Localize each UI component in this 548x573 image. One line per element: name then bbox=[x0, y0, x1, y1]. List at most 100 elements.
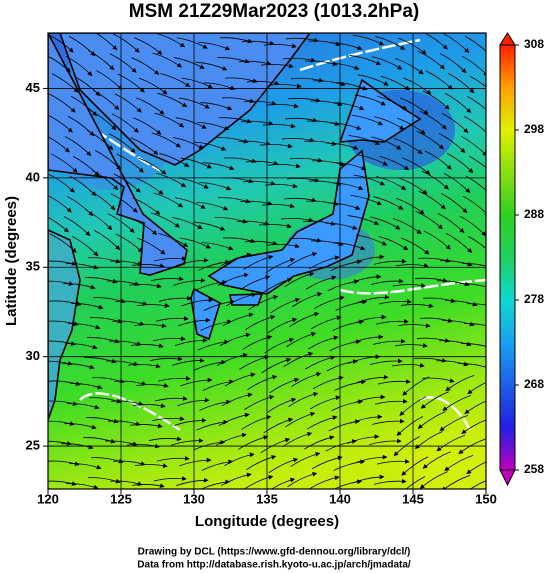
streamline bbox=[284, 271, 315, 288]
streamline bbox=[420, 391, 449, 409]
streamline bbox=[108, 133, 136, 153]
streamline bbox=[305, 60, 338, 66]
streamline bbox=[312, 160, 345, 167]
streamline bbox=[403, 77, 432, 95]
streamline bbox=[458, 363, 486, 370]
streamline bbox=[306, 415, 338, 430]
streamline bbox=[266, 397, 297, 414]
x-tick-label: 120 bbox=[37, 491, 59, 506]
streamline bbox=[241, 120, 274, 126]
streamline bbox=[305, 355, 336, 370]
streamline bbox=[179, 457, 212, 467]
streamline bbox=[353, 174, 385, 186]
streamline bbox=[239, 60, 272, 66]
streamline bbox=[221, 392, 253, 407]
streamline bbox=[462, 263, 486, 267]
streamline bbox=[176, 477, 209, 487]
streamline bbox=[110, 480, 143, 486]
streamline bbox=[281, 137, 315, 143]
streamline bbox=[463, 195, 486, 217]
streamline bbox=[153, 256, 187, 262]
streamline bbox=[418, 190, 446, 210]
x-tick-label: 130 bbox=[183, 491, 205, 506]
streamline bbox=[129, 423, 163, 429]
streamline bbox=[470, 76, 486, 88]
streamline bbox=[177, 397, 210, 407]
streamline bbox=[370, 216, 401, 230]
streamline bbox=[194, 141, 227, 151]
streamline bbox=[135, 383, 169, 388]
streamline bbox=[353, 394, 386, 404]
streamline bbox=[154, 112, 185, 128]
streamline bbox=[201, 459, 234, 471]
streamline bbox=[467, 303, 486, 306]
plot-frame bbox=[47, 32, 487, 490]
colorbar-tick-label: 268 bbox=[524, 377, 544, 391]
streamline bbox=[465, 35, 486, 52]
streamline bbox=[246, 80, 280, 86]
streamline bbox=[378, 235, 409, 251]
streamline bbox=[393, 137, 423, 155]
streamline bbox=[334, 162, 367, 171]
streamline bbox=[392, 282, 426, 288]
streamline bbox=[199, 399, 232, 411]
streamline bbox=[303, 220, 336, 226]
streamline bbox=[259, 143, 293, 149]
streamline bbox=[48, 34, 74, 53]
streamline bbox=[439, 53, 467, 74]
streamline bbox=[445, 93, 472, 114]
streamline bbox=[66, 483, 99, 489]
streamline bbox=[419, 110, 447, 130]
streamline bbox=[347, 215, 380, 225]
streamline bbox=[329, 122, 362, 130]
streamline bbox=[348, 135, 381, 145]
streamline bbox=[333, 479, 363, 489]
streamline bbox=[138, 77, 168, 95]
streamline bbox=[248, 294, 279, 311]
streamline bbox=[291, 372, 322, 387]
streamline bbox=[310, 315, 342, 330]
streamline bbox=[268, 457, 299, 474]
streamline bbox=[115, 300, 148, 306]
streamline bbox=[89, 189, 116, 211]
streamline bbox=[224, 372, 256, 387]
streamline bbox=[157, 375, 191, 382]
streamline bbox=[282, 431, 313, 448]
streamline bbox=[239, 355, 270, 370]
streamline bbox=[199, 182, 232, 191]
streamline bbox=[355, 234, 387, 246]
streamline bbox=[48, 216, 69, 233]
streamline bbox=[459, 283, 486, 288]
streamline bbox=[63, 216, 91, 237]
streamline bbox=[200, 479, 231, 489]
streamline bbox=[84, 357, 117, 364]
streamline bbox=[400, 97, 429, 115]
streamline bbox=[113, 460, 146, 466]
streamline bbox=[193, 221, 226, 231]
streamline bbox=[67, 403, 100, 410]
streamline bbox=[49, 300, 82, 306]
streamline bbox=[223, 452, 255, 467]
streamline bbox=[181, 77, 213, 89]
streamline bbox=[242, 335, 273, 350]
streamline bbox=[49, 233, 77, 253]
streamline bbox=[110, 260, 143, 266]
streamline bbox=[437, 213, 465, 234]
streamline bbox=[458, 438, 486, 455]
streamline bbox=[240, 200, 273, 206]
streamline bbox=[373, 478, 407, 485]
streamline bbox=[109, 340, 142, 346]
streamline bbox=[198, 259, 231, 271]
streamline bbox=[440, 193, 468, 214]
streamline bbox=[370, 278, 404, 285]
streamline bbox=[464, 115, 486, 137]
streamline bbox=[260, 437, 291, 454]
streamline bbox=[282, 57, 316, 63]
streamline bbox=[309, 395, 341, 410]
streamline bbox=[152, 336, 186, 342]
streamline bbox=[220, 472, 252, 487]
streamline bbox=[136, 97, 165, 115]
x-tick-label: 140 bbox=[329, 491, 351, 506]
streamline bbox=[446, 233, 473, 254]
streamline bbox=[260, 63, 294, 69]
